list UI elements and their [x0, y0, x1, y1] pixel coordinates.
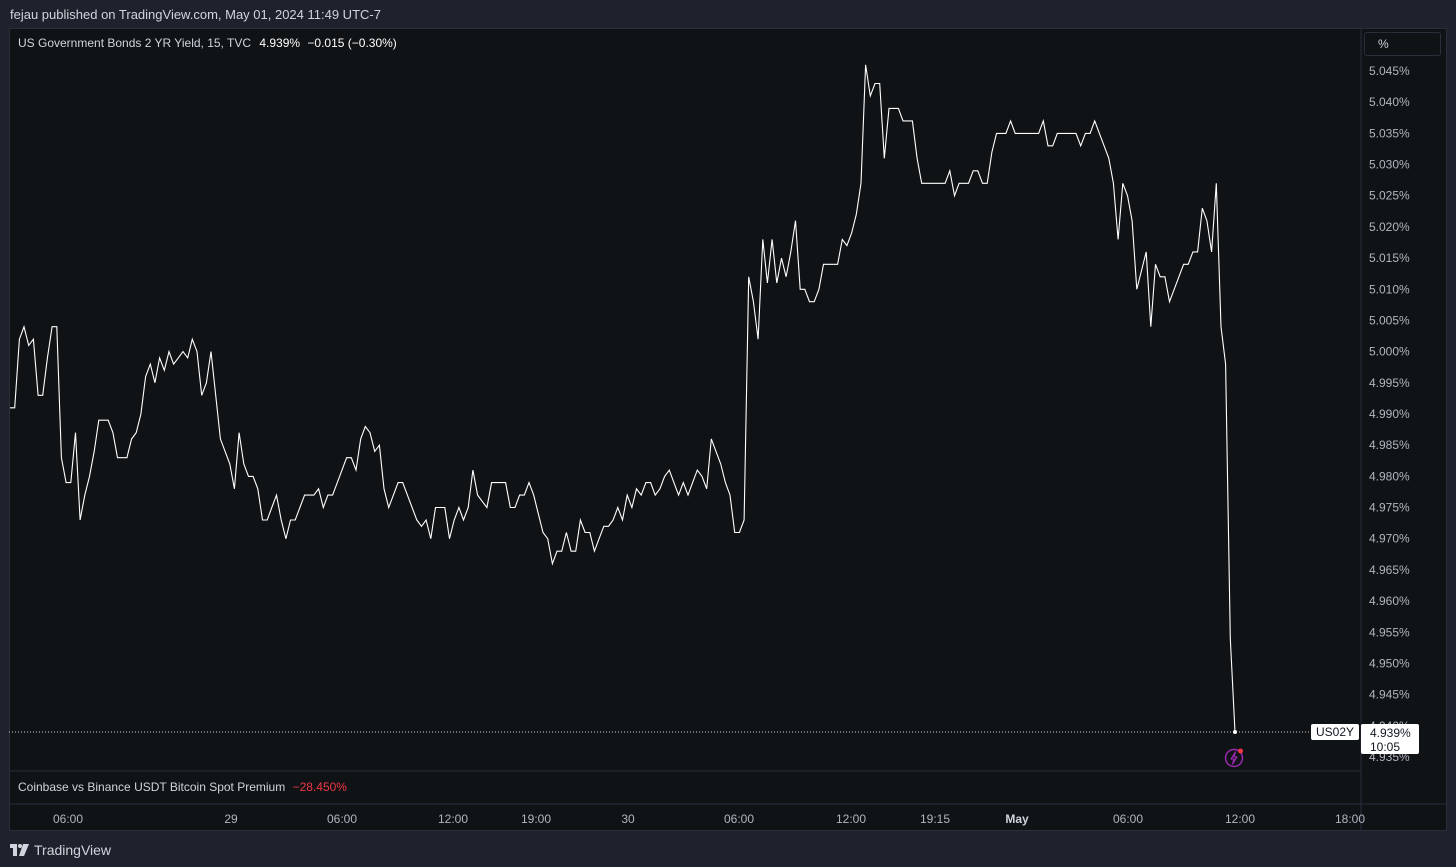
x-tick-label: 06:00 [724, 812, 754, 826]
y-tick-label: 5.005% [1369, 313, 1410, 327]
chart-frame[interactable] [9, 28, 1447, 831]
tradingview-logo-icon [10, 844, 29, 856]
y-tick-label: 4.995% [1369, 376, 1410, 390]
publish-text: fejau published on TradingView.com, May … [10, 7, 381, 22]
indicator-legend[interactable]: Coinbase vs Binance USDT Bitcoin Spot Pr… [18, 780, 347, 794]
y-tick-label: 4.980% [1369, 469, 1410, 483]
y-tick-label: 5.045% [1369, 64, 1410, 78]
x-tick-label: 12:00 [836, 812, 866, 826]
footer: TradingView [0, 832, 1456, 867]
x-tick-label: 06:00 [1113, 812, 1143, 826]
indicator-name: Coinbase vs Binance USDT Bitcoin Spot Pr… [18, 780, 286, 794]
series-legend[interactable]: US Government Bonds 2 YR Yield, 15, TVC … [18, 36, 397, 50]
x-tick-label: 12:00 [1225, 812, 1255, 826]
x-tick-label: 12:00 [438, 812, 468, 826]
legend-value: 4.939% [259, 36, 301, 50]
x-tick-label: 19:00 [521, 812, 551, 826]
chart-plot[interactable]: 5.045% 5.040% 5.035% 5.030% 5.025% 5.020% 5.01… [0, 0, 1456, 832]
y-tick-label: 5.020% [1369, 220, 1410, 234]
y-tick-label: 5.030% [1369, 158, 1410, 172]
indicator-value: −28.450% [292, 780, 347, 794]
y-tick-label: 4.985% [1369, 438, 1410, 452]
x-tick-label: 30 [621, 812, 635, 826]
series-line [10, 64, 1236, 733]
x-tick-label: May [1005, 812, 1029, 826]
x-tick-label: 06:00 [327, 812, 357, 826]
y-tick-label: 4.970% [1369, 532, 1410, 546]
y-tick-label: 4.965% [1369, 563, 1410, 577]
price-scale-unit[interactable]: % [1364, 32, 1441, 56]
y-tick-label: 5.015% [1369, 251, 1410, 265]
x-axis-ticks: 06:00 29 06:00 12:00 19:00 30 06:00 12:00 19:15 M… [53, 812, 1365, 826]
legend-change: −0.015 (−0.30%) [307, 36, 397, 50]
unit-label: % [1378, 37, 1389, 51]
y-tick-label: 4.945% [1369, 688, 1410, 702]
y-tick-label: 5.000% [1369, 345, 1410, 359]
footer-brand: TradingView [34, 842, 112, 858]
publish-header: fejau published on TradingView.com, May … [0, 0, 1456, 28]
y-tick-label: 4.990% [1369, 407, 1410, 421]
x-tick-label: 19:15 [920, 812, 950, 826]
symbol-tag: US02Y [1311, 724, 1360, 740]
y-tick-label: 5.040% [1369, 95, 1410, 109]
last-point [1233, 730, 1237, 735]
x-tick-label: 18:00 [1335, 812, 1365, 826]
lightning-alert-icon[interactable] [1224, 746, 1248, 770]
y-tick-label: 4.960% [1369, 594, 1410, 608]
y-axis-ticks: 5.045% 5.040% 5.035% 5.030% 5.025% 5.020% 5.01… [1369, 64, 1410, 764]
y-tick-label: 5.035% [1369, 126, 1410, 140]
symbol-label: US02Y [1316, 725, 1355, 739]
x-tick-label: 29 [224, 812, 238, 826]
last-price-tag: 4.939% 10:05 [1361, 724, 1419, 754]
bar-countdown: 10:05 [1370, 740, 1401, 754]
legend-title: US Government Bonds 2 YR Yield, 15, TVC [18, 36, 252, 50]
y-tick-label: 4.955% [1369, 625, 1410, 639]
y-tick-label: 5.025% [1369, 189, 1410, 203]
x-tick-label: 06:00 [53, 812, 83, 826]
y-tick-label: 4.950% [1369, 656, 1410, 670]
y-tick-label: 4.975% [1369, 501, 1410, 515]
last-price-value: 4.939% [1370, 726, 1411, 740]
y-tick-label: 5.010% [1369, 282, 1410, 296]
